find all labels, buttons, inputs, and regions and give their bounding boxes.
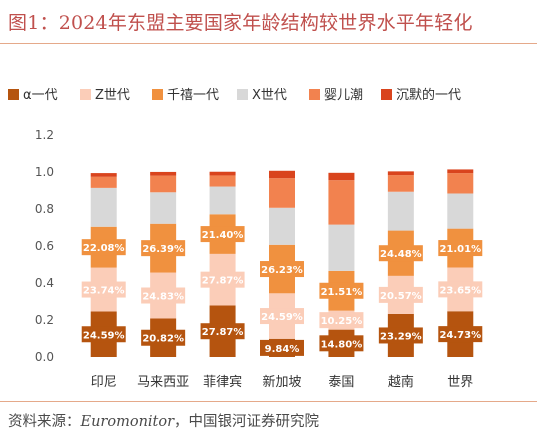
legend-label: 婴儿潮 [324,88,363,103]
y-tick-label: 1.0 [35,165,54,179]
bar-segment-band-3 [260,261,304,278]
legend-swatch [381,89,392,100]
bar-segment-band-3 [438,240,483,257]
bar-segment-band-2 [319,312,364,329]
legend-label: 千禧一代 [167,88,219,103]
bar-segment-6 [209,171,236,176]
y-tick-label: 0.0 [35,350,54,364]
data-label: 14.80% [321,339,363,350]
legend-swatch [237,89,248,100]
source-prefix: 资料来源： [8,414,81,430]
bar-segment-4 [209,186,236,215]
bar-segment-band-1 [438,326,483,343]
data-label: 21.40% [202,230,244,241]
data-label: 26.39% [142,244,184,255]
bar-segment-band-2 [200,271,245,288]
legend-swatch [152,89,163,100]
y-tick-label: 0.8 [35,202,54,216]
bar-segment-band-2 [378,286,423,303]
bar-segment-band-2 [81,281,126,298]
bar-segment-band-3 [200,226,245,243]
source-name-en: Euromonitor [80,414,175,430]
data-label: 24.48% [380,249,422,260]
data-label: 24.83% [142,292,184,303]
bar-segment-band-3 [81,239,126,256]
legend-swatch [80,89,91,100]
data-label: 27.87% [202,276,244,287]
bar-segment-band-1 [141,329,186,346]
source-divider [0,401,537,402]
bar-segment-5 [387,175,414,192]
bar-segment-4 [150,192,177,224]
data-label: 10.25% [321,316,363,327]
data-label: 21.51% [321,287,363,298]
bar-segment-band-1 [319,335,364,352]
bar-segment-band-2 [438,281,483,298]
bar-segment-5 [328,180,355,225]
bar-segment-6 [150,171,177,176]
y-tick-label: 0.4 [35,276,54,290]
bar-segment-4 [328,224,355,271]
bar-segment-4 [269,207,295,245]
legend-swatch [309,89,320,100]
bar-segment-5 [150,175,177,193]
bar-segment-4 [387,191,414,231]
x-tick-label: 马来西亚 [137,375,189,390]
data-label: 21.01% [439,244,481,255]
bar-segment-6 [328,172,355,181]
data-label: 22.08% [83,243,125,254]
x-tick-label: 越南 [388,374,414,390]
bar-segment-6 [269,170,295,179]
legend-swatch [8,89,19,100]
bar-segment-6 [90,173,117,177]
data-label: 27.87% [202,327,244,338]
legend-label: 沉默的一代 [396,87,461,103]
data-label: 9.84% [265,344,300,355]
x-tick-label: 新加坡 [262,374,301,390]
data-label: 24.59% [261,312,303,323]
source-name-cn: ，中国银河证券研究院 [174,414,320,430]
chart-title: 图1：2024年东盟主要国家年龄结构较世界水平年轻化 [8,12,473,34]
y-tick-label: 0.2 [35,313,54,327]
legend-label: X世代 [252,88,287,103]
bar-segment-band-1 [260,339,304,356]
bar-segment-6 [387,171,414,176]
bar-segment-5 [269,178,295,208]
bar-segment-5 [209,175,236,187]
bar-segment-band-3 [378,245,423,262]
y-tick-label: 0.6 [35,239,54,253]
data-label: 20.82% [142,334,184,345]
data-label: 20.57% [380,291,422,302]
source-note: 资料来源：Euromonitor，中国银河证券研究院 [8,410,319,431]
legend-label: α一代 [23,88,58,103]
bar-segment-4 [90,187,117,227]
bar-segment-5 [447,173,474,194]
y-tick-label: 1.2 [35,128,54,142]
bar-segment-4 [447,193,474,229]
title-divider [0,43,537,44]
bar-segment-band-1 [81,326,126,343]
x-tick-label: 印尼 [91,375,117,390]
bar-segment-band-1 [200,323,245,340]
legend-label: Z世代 [95,88,130,103]
bar-segment-band-1 [378,327,423,344]
bar-segment-6 [447,169,474,174]
data-label: 23.65% [439,285,481,296]
bar-segment-band-3 [141,240,186,257]
bar-segment-band-3 [319,282,364,299]
x-tick-label: 菲律宾 [203,374,242,390]
data-label: 23.29% [380,331,422,342]
data-label: 26.23% [261,265,303,276]
x-tick-label: 世界 [447,375,473,390]
bar-segment-5 [90,176,117,188]
x-tick-label: 泰国 [328,375,354,390]
bar-segment-band-2 [260,308,304,325]
data-label: 24.73% [439,330,481,341]
data-label: 24.59% [83,330,125,341]
bar-segment-band-2 [141,287,186,304]
data-label: 23.74% [83,286,125,297]
